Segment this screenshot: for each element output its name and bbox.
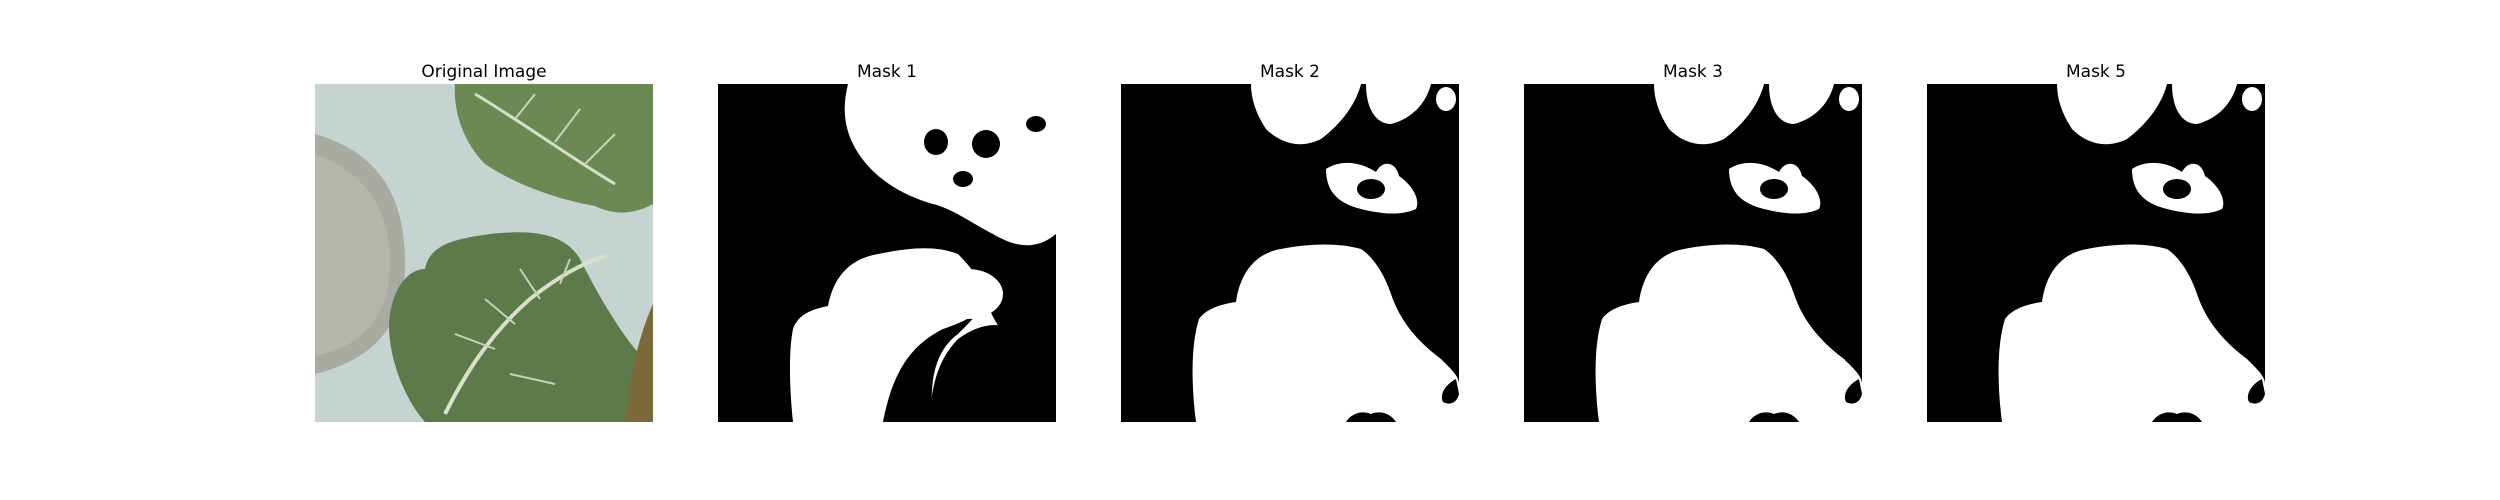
mask-image	[718, 84, 1056, 422]
mask-5-graphic	[1927, 84, 2265, 422]
mask-1-graphic	[718, 84, 1056, 422]
mask-image	[1524, 84, 1862, 422]
original-image	[315, 84, 653, 422]
panel-title: Mask 1	[856, 62, 917, 82]
panel-mask-1: Mask 1	[718, 60, 1056, 422]
panel-mask-3: Mask 3	[1524, 60, 1862, 422]
mask-3-graphic	[1524, 84, 1862, 422]
panel-title: Mask 3	[1662, 62, 1723, 82]
mask-2-graphic	[1121, 84, 1459, 422]
mask-image	[1121, 84, 1459, 422]
panel-mask-2: Mask 2	[1121, 60, 1459, 422]
original-photo	[315, 84, 653, 422]
panel-original-image: Original Image	[315, 60, 653, 422]
mask-image	[1927, 84, 2265, 422]
panel-title: Mask 5	[2065, 62, 2126, 82]
panel-mask-5: Mask 5	[1927, 60, 2265, 422]
panel-title: Mask 2	[1259, 62, 1320, 82]
panel-title: Original Image	[421, 62, 547, 82]
